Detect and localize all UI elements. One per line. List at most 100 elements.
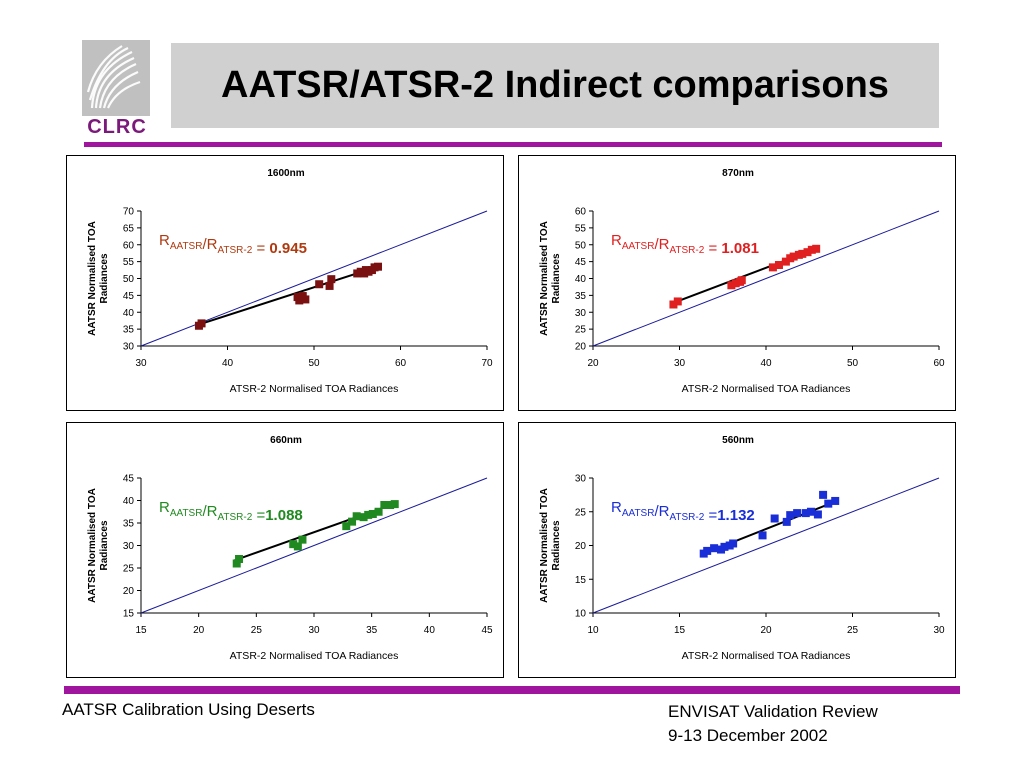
y-tick-label: 30 <box>575 308 587 319</box>
data-point <box>793 509 802 518</box>
footer-left-text: AATSR Calibration Using Deserts <box>62 700 315 719</box>
y-axis-label-line2: Radiances <box>551 520 562 570</box>
one-to-one-line <box>140 210 488 347</box>
y-axis-label-line2: Radiances <box>99 253 110 303</box>
data-point <box>359 513 368 522</box>
y-tick-label: 20 <box>575 342 587 353</box>
data-point <box>673 297 682 306</box>
data-point <box>374 507 383 516</box>
y-tick-label: 45 <box>575 257 587 268</box>
data-point <box>720 542 729 551</box>
y-tick-label: 55 <box>123 257 135 268</box>
title-banner: AATSR/ATSR-2 Indirect comparisons <box>171 43 939 128</box>
data-point <box>289 540 298 549</box>
ratio-subscript: ATSR-2 <box>217 512 252 523</box>
x-tick-label: 20 <box>587 358 599 369</box>
y-axis-label: AATSR Normalised TOA Radiances <box>539 221 562 336</box>
chart-870nm: 870nm 20 25 30 35 40 45 50 55 60 20 30 40 50 60 ATSR-2 … <box>539 168 945 395</box>
y-tick-label: 45 <box>123 474 135 485</box>
ratio-text: R <box>611 232 622 249</box>
data-point <box>232 559 241 568</box>
ratio-annotation: RAATSR/RATSR-2 =1.132 <box>611 499 755 524</box>
ratio-text: = <box>704 507 717 524</box>
y-axis-label-line2: Radiances <box>551 253 562 303</box>
ratio-text: R <box>159 499 170 516</box>
ratio-text: 0.945 <box>269 240 307 257</box>
data-point <box>325 281 334 290</box>
ratio-subscript: AATSR <box>622 241 655 252</box>
data-point <box>342 522 351 531</box>
data-point <box>729 539 738 548</box>
data-point <box>327 275 336 284</box>
data-point <box>786 511 795 520</box>
data-point <box>768 263 777 272</box>
ratio-text: /R <box>202 236 217 253</box>
data-point <box>798 249 807 258</box>
clrc-logo: CLRC <box>80 38 154 138</box>
data-point <box>197 319 206 328</box>
data-point <box>295 296 304 305</box>
x-tick-label: 60 <box>933 358 945 369</box>
one-to-one-line <box>592 477 940 614</box>
ratio-annotation: RAATSR/RATSR-2 = 0.945 <box>159 232 307 257</box>
footer-right: ENVISAT Validation Review 9-13 December … <box>668 700 878 748</box>
x-tick-label: 15 <box>135 625 147 636</box>
x-tick-label: 20 <box>193 625 205 636</box>
y-tick-label: 25 <box>123 564 135 575</box>
data-point <box>352 512 361 521</box>
x-tick-label: 25 <box>251 625 263 636</box>
y-tick-label: 40 <box>123 308 135 319</box>
data-point <box>301 295 310 304</box>
x-axis-label: ATSR-2 Normalised TOA Radiances <box>682 383 851 395</box>
ratio-subscript: ATSR-2 <box>217 245 252 256</box>
ratio-text: 1.081 <box>721 240 759 257</box>
data-point <box>380 501 389 509</box>
y-tick-label: 20 <box>575 541 587 552</box>
x-tick-label: 20 <box>760 625 772 636</box>
y-tick-label: 20 <box>123 586 135 597</box>
data-point <box>669 300 678 309</box>
y-tick-label: 70 <box>123 207 135 218</box>
ratio-subscript: AATSR <box>170 508 203 519</box>
y-tick-label: 25 <box>575 325 587 336</box>
top-divider <box>84 142 942 147</box>
ratio-text: /R <box>654 236 669 253</box>
x-axis-label: ATSR-2 Normalised TOA Radiances <box>230 650 399 662</box>
x-tick-label: 50 <box>308 358 320 369</box>
y-tick-label: 30 <box>123 342 135 353</box>
data-point <box>813 510 822 519</box>
data-point <box>758 531 767 540</box>
x-tick-label: 50 <box>847 358 859 369</box>
y-tick-label: 30 <box>575 474 587 485</box>
x-tick-label: 30 <box>135 358 147 369</box>
data-point <box>235 555 244 563</box>
chart-1600nm: 1600nm 30 35 40 45 50 55 60 65 70 30 40 50 60 70 ATSR-2… <box>87 168 493 395</box>
y-tick-label: 60 <box>123 240 135 251</box>
y-tick-label: 15 <box>575 575 587 586</box>
y-tick-label: 25 <box>575 507 587 518</box>
x-axis-label: ATSR-2 Normalised TOA Radiances <box>682 650 851 662</box>
data-point <box>298 535 307 544</box>
ratio-text: /R <box>654 503 669 520</box>
data-point <box>824 499 833 508</box>
data-point <box>727 281 736 290</box>
y-tick-label: 40 <box>575 274 587 285</box>
data-point <box>831 496 840 505</box>
data-point <box>770 514 779 523</box>
data-point <box>368 510 377 518</box>
x-tick-label: 40 <box>760 358 772 369</box>
y-tick-label: 60 <box>575 207 587 218</box>
page-title: AATSR/ATSR-2 Indirect comparisons <box>221 64 889 106</box>
data-point <box>703 546 712 555</box>
ratio-annotation: RAATSR/RATSR-2 =1.088 <box>159 499 303 524</box>
x-tick-label: 35 <box>366 625 378 636</box>
y-tick-label: 30 <box>123 541 135 552</box>
chart-660nm: 660nm 15 20 25 30 35 40 45 15 20 25 30 35 40 45 ATSR-2 … <box>87 435 493 662</box>
x-tick-label: 30 <box>308 625 320 636</box>
x-tick-label: 15 <box>674 625 686 636</box>
data-point <box>710 544 719 553</box>
ratio-text: /R <box>202 503 217 520</box>
data-point <box>781 257 790 266</box>
x-tick-label: 40 <box>222 358 234 369</box>
data-point <box>348 517 357 526</box>
